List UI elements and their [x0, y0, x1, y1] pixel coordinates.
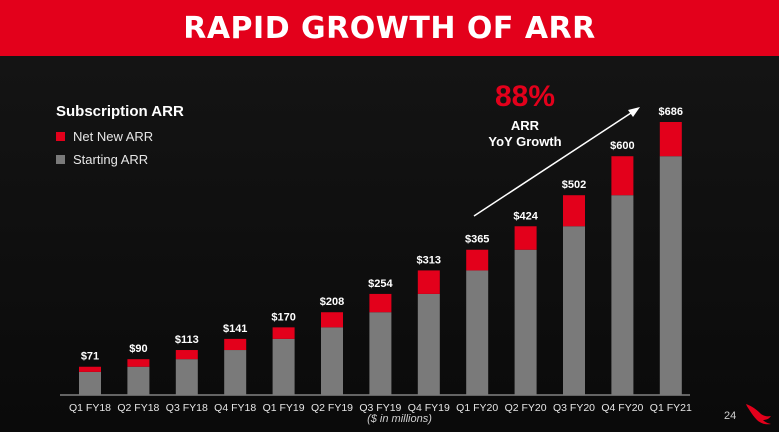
bar-starting-q3-fy19	[369, 312, 392, 395]
growth-arrow-head	[628, 107, 640, 117]
bar-net-new-q1-fy19	[272, 327, 295, 339]
yoy-growth-label: ARR YoY Growth	[470, 118, 580, 150]
title-bar: RAPID GROWTH OF ARR	[0, 0, 779, 56]
total-label-q1-fy21: $686	[659, 106, 683, 118]
tick-label-q4-fy19: Q4 FY19	[408, 402, 450, 414]
bar-starting-q3-fy20	[563, 226, 585, 395]
total-label-q1-fy20: $365	[465, 234, 489, 246]
tick-label-q2-fy19: Q2 FY19	[311, 402, 353, 414]
yoy-growth-value: 88%	[494, 80, 556, 113]
total-label-q1-fy18: $71	[81, 351, 99, 363]
units-note: ($ in millions)	[367, 413, 432, 425]
tick-label-q2-fy20: Q2 FY20	[505, 402, 547, 414]
yoy-growth-label-line2: YoY Growth	[488, 134, 562, 149]
bar-net-new-q4-fy18	[224, 338, 247, 351]
bar-net-new-q2-fy18	[127, 359, 150, 367]
total-label-q2-fy18: $90	[129, 343, 147, 355]
legend-swatch-starting	[56, 155, 65, 164]
legend-title: Subscription ARR	[56, 103, 184, 120]
tick-label-q3-fy19: Q3 FY19	[359, 402, 401, 414]
chart-legend: Subscription ARR Net New ARR Starting AR…	[56, 103, 184, 175]
bar-starting-q1-fy20	[466, 270, 489, 395]
yoy-growth-label-line1: ARR	[510, 118, 540, 133]
tick-label-q4-fy18: Q4 FY18	[214, 402, 256, 414]
bar-net-new-q1-fy18	[79, 366, 101, 372]
tick-label-q1-fy20: Q1 FY20	[456, 402, 498, 414]
bar-net-new-q3-fy19	[369, 293, 392, 313]
bar-starting-q2-fy20	[514, 249, 537, 395]
legend-label-starting: Starting ARR	[73, 152, 149, 167]
falcon-logo-icon	[745, 402, 773, 431]
total-label-q2-fy20: $424	[513, 210, 538, 222]
growth-arrow-line	[473, 110, 635, 217]
total-label-q2-fy19: $208	[320, 296, 344, 308]
legend-item-net-new: Net New ARR	[56, 129, 184, 144]
bar-starting-q2-fy19	[321, 327, 343, 395]
bar-net-new-q1-fy21	[659, 122, 682, 157]
bar-starting-q3-fy18	[175, 359, 198, 395]
tick-label-q1-fy18: Q1 FY18	[69, 402, 111, 414]
bar-starting-q4-fy19	[417, 293, 440, 395]
bar-net-new-q3-fy18	[175, 350, 198, 360]
page-number: 24	[724, 410, 737, 422]
legend-swatch-net-new	[56, 132, 65, 141]
tick-label-q2-fy18: Q2 FY18	[117, 402, 159, 414]
bar-net-new-q4-fy20	[611, 156, 634, 196]
total-label-q3-fy18: $113	[175, 334, 199, 346]
bar-net-new-q1-fy20	[466, 249, 489, 271]
bar-starting-q2-fy18	[127, 366, 150, 395]
tick-label-q1-fy21: Q1 FY21	[650, 402, 692, 414]
legend-item-starting: Starting ARR	[56, 152, 184, 167]
bar-starting-q1-fy21	[659, 156, 682, 395]
bar-net-new-q2-fy19	[321, 312, 343, 328]
legend-label-net-new: Net New ARR	[73, 129, 154, 144]
total-label-q3-fy20: $502	[562, 179, 586, 191]
total-label-q3-fy19: $254	[368, 278, 393, 290]
bar-net-new-q4-fy19	[417, 270, 440, 294]
bar-net-new-q3-fy20	[563, 195, 585, 227]
total-label-q4-fy18: $141	[223, 323, 247, 335]
tick-label-q3-fy20: Q3 FY20	[553, 402, 595, 414]
tick-label-q4-fy20: Q4 FY20	[601, 402, 643, 414]
bar-starting-q1-fy19	[272, 338, 295, 395]
total-label-q4-fy19: $313	[417, 254, 441, 266]
bar-starting-q1-fy18	[79, 371, 101, 395]
bar-starting-q4-fy18	[224, 350, 247, 395]
bar-net-new-q2-fy20	[514, 226, 537, 250]
slide-title: RAPID GROWTH OF ARR	[183, 10, 596, 46]
total-label-q1-fy19: $170	[271, 311, 295, 323]
tick-label-q3-fy18: Q3 FY18	[166, 402, 208, 414]
tick-label-q1-fy19: Q1 FY19	[263, 402, 305, 414]
total-label-q4-fy20: $600	[610, 140, 634, 152]
bar-starting-q4-fy20	[611, 195, 634, 395]
